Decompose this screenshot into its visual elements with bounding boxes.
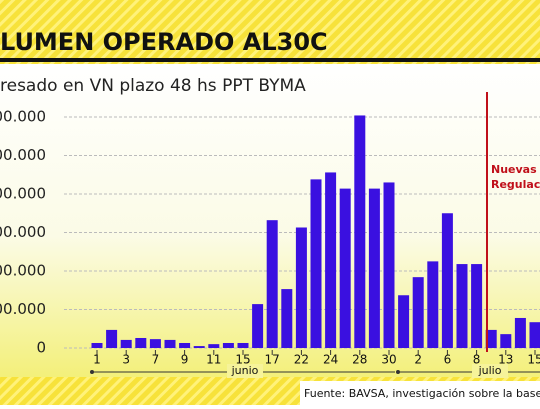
bar	[135, 338, 146, 348]
x-tick-label: 24	[323, 353, 338, 367]
bar	[296, 227, 307, 348]
bar	[354, 115, 365, 348]
bar	[442, 213, 453, 348]
bar	[179, 343, 190, 348]
bar	[194, 346, 205, 348]
bar	[281, 289, 292, 348]
bar	[92, 343, 103, 348]
bar	[427, 261, 438, 348]
bar	[311, 179, 322, 348]
x-tick-label: 7	[152, 353, 160, 367]
bar	[340, 189, 351, 348]
bar	[530, 322, 540, 348]
title-rule	[0, 58, 540, 62]
bar	[500, 334, 511, 348]
bar	[384, 182, 395, 348]
bar	[398, 295, 409, 348]
bar	[471, 264, 482, 348]
x-tick-label: 2	[414, 353, 422, 367]
y-tick-label: 00.000	[0, 262, 46, 280]
x-tick-label: 30	[381, 353, 396, 367]
bar	[106, 330, 117, 348]
x-tick-label: 6	[444, 353, 452, 367]
chart-subtitle: resado en VN plazo 48 hs PPT BYMA	[0, 76, 306, 96]
bar	[208, 344, 219, 348]
bar	[238, 343, 249, 348]
y-tick-label: 00.000	[0, 223, 46, 241]
bar	[267, 220, 278, 348]
x-tick-label: 11	[206, 353, 221, 367]
event-label: Regulaci	[491, 178, 540, 191]
month-dot	[90, 370, 94, 374]
month-dot	[396, 370, 400, 374]
bar	[457, 264, 468, 348]
x-tick-label: 28	[352, 353, 367, 367]
y-tick-label: 00.000	[0, 108, 46, 126]
bar	[369, 189, 380, 348]
bar	[121, 340, 132, 348]
y-tick-label: 00.000	[0, 185, 46, 203]
bar	[165, 340, 176, 348]
x-tick-label: 15	[527, 353, 540, 367]
y-tick-label: 0	[36, 339, 46, 357]
x-tick-label: 17	[265, 353, 280, 367]
x-tick-label: 9	[181, 353, 189, 367]
bar	[325, 172, 336, 348]
y-tick-label: 00.000	[0, 300, 46, 318]
y-tick-label: 00.000	[0, 146, 46, 164]
bar	[252, 304, 263, 348]
bar	[150, 339, 161, 348]
bar	[413, 277, 424, 348]
source: Fuente: BAVSA, investigación sobre la ba…	[304, 387, 540, 400]
x-tick-label: 1	[93, 353, 101, 367]
x-tick-label: 3	[122, 353, 130, 367]
month-label: junio	[231, 364, 259, 377]
bar	[515, 318, 526, 348]
month-label: julio	[478, 364, 502, 377]
chart-title: LUMEN OPERADO AL30C	[0, 28, 328, 56]
bar	[223, 343, 234, 348]
event-label: Nuevas	[491, 163, 537, 176]
x-tick-label: 22	[294, 353, 309, 367]
